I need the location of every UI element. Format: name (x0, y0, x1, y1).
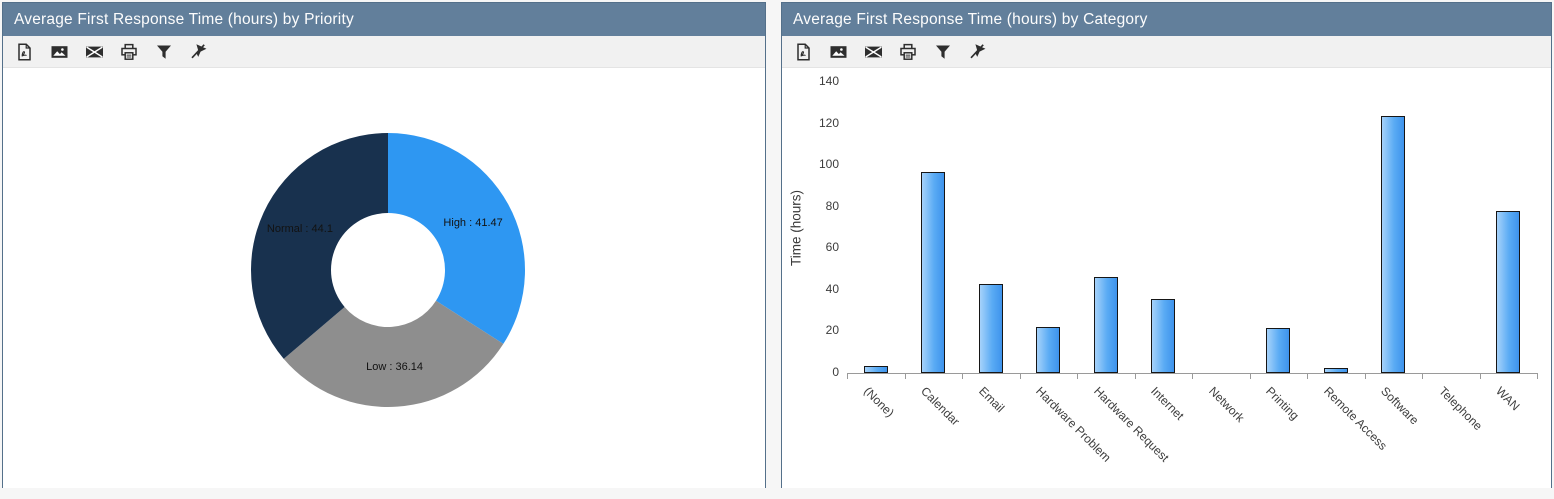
bar-none[interactable] (863, 365, 888, 373)
panel-category: Average First Response Time (hours) by C… (781, 2, 1552, 488)
donut-segment-high[interactable] (388, 133, 525, 344)
bar-remote-access[interactable] (1323, 368, 1348, 373)
bar-internet[interactable] (1151, 298, 1176, 373)
filter-icon (936, 45, 950, 59)
print-button[interactable] (896, 40, 920, 64)
x-axis-tick (1422, 373, 1423, 379)
x-tick-label-wan: WAN (1493, 384, 1523, 414)
donut-label-low: Low : 36.14 (366, 360, 424, 373)
panel-priority-toolbar (3, 36, 765, 68)
y-tick-label: 80 (825, 198, 839, 213)
x-axis-tick (1134, 373, 1136, 379)
x-tick-label-email: Email (975, 384, 1007, 416)
priority-donut-chart: High : 41.47 Low : 36.14 Normal : 44.1 (3, 68, 765, 488)
export-pdf-button[interactable] (12, 40, 36, 64)
filter-off-icon (190, 43, 206, 58)
filter-button[interactable] (931, 40, 955, 64)
panel-category-toolbar (782, 36, 1551, 68)
bar-wan[interactable] (1496, 210, 1521, 373)
x-tick-label-network: Network (1205, 384, 1247, 426)
bar-hardware-problem[interactable] (1036, 327, 1061, 373)
clear-filter-button[interactable] (966, 40, 990, 64)
donut-label-high: High : 41.47 (443, 217, 503, 230)
x-tick-label-printing: Printing (1263, 384, 1303, 423)
panel-priority-title-bar: Average First Response Time (hours) by P… (3, 3, 765, 36)
y-tick-label: 140 (818, 74, 839, 88)
x-axis-tick (1364, 373, 1366, 379)
donut-svg (251, 133, 525, 407)
x-tick-label-calendar: Calendar (918, 384, 963, 429)
y-tick-label: 60 (825, 240, 839, 255)
image-icon (830, 45, 846, 58)
panel-priority-title: Average First Response Time (hours) by P… (14, 10, 354, 28)
x-tick-label-software: Software (1378, 384, 1422, 428)
bar-software[interactable] (1381, 116, 1406, 373)
email-button[interactable] (861, 40, 885, 64)
category-bar-chart: Time (hours) 0 20 40 60 80 100 120 140 (None) Cale… (782, 68, 1551, 488)
export-image-button[interactable] (47, 40, 71, 64)
pdf-icon (18, 42, 31, 61)
y-tick-label: 40 (825, 281, 839, 296)
bar-email[interactable] (978, 283, 1003, 373)
x-axis-tick (1077, 373, 1078, 379)
bar-calendar[interactable] (921, 172, 946, 373)
filter-button[interactable] (152, 40, 176, 64)
y-tick-label: 100 (818, 157, 839, 172)
donut-label-normal: Normal : 44.1 (266, 223, 333, 236)
x-tick-label-internet: Internet (1148, 384, 1188, 423)
email-icon (85, 46, 103, 58)
donut-segment-low[interactable] (283, 300, 504, 407)
printer-icon (900, 43, 916, 60)
panel-category-title: Average First Response Time (hours) by C… (793, 10, 1148, 28)
x-axis-tick (847, 373, 848, 379)
x-axis-tick (1307, 373, 1308, 379)
bar-printing[interactable] (1266, 328, 1291, 373)
x-axis-tick (1019, 373, 1021, 379)
bar-hardware-request[interactable] (1093, 276, 1118, 373)
x-axis-tick (1249, 373, 1251, 379)
email-button[interactable] (82, 40, 106, 64)
printer-icon (121, 43, 137, 60)
x-axis-tick (1537, 373, 1538, 379)
x-tick-label-telephone: Telephone (1435, 384, 1485, 434)
image-icon (51, 45, 67, 58)
pdf-icon (797, 42, 810, 61)
donut-segment-normal[interactable] (251, 133, 388, 359)
x-tick-label-none: (None) (860, 384, 897, 420)
y-tick-label: 120 (818, 115, 839, 130)
export-image-button[interactable] (826, 40, 850, 64)
clear-filter-button[interactable] (187, 40, 211, 64)
y-tick-label: 0 (832, 365, 839, 379)
filter-icon (157, 45, 171, 59)
x-axis-tick (962, 373, 963, 379)
panel-priority: Average First Response Time (hours) by P… (2, 2, 766, 488)
panel-category-title-bar: Average First Response Time (hours) by C… (782, 3, 1551, 36)
x-axis-tick (1479, 373, 1481, 379)
export-pdf-button[interactable] (791, 40, 815, 64)
x-axis-tick (904, 373, 906, 379)
x-axis-tick (1192, 373, 1193, 379)
print-button[interactable] (117, 40, 141, 64)
filter-off-icon (969, 43, 985, 58)
y-tick-label: 20 (825, 323, 839, 338)
email-icon (864, 46, 882, 58)
